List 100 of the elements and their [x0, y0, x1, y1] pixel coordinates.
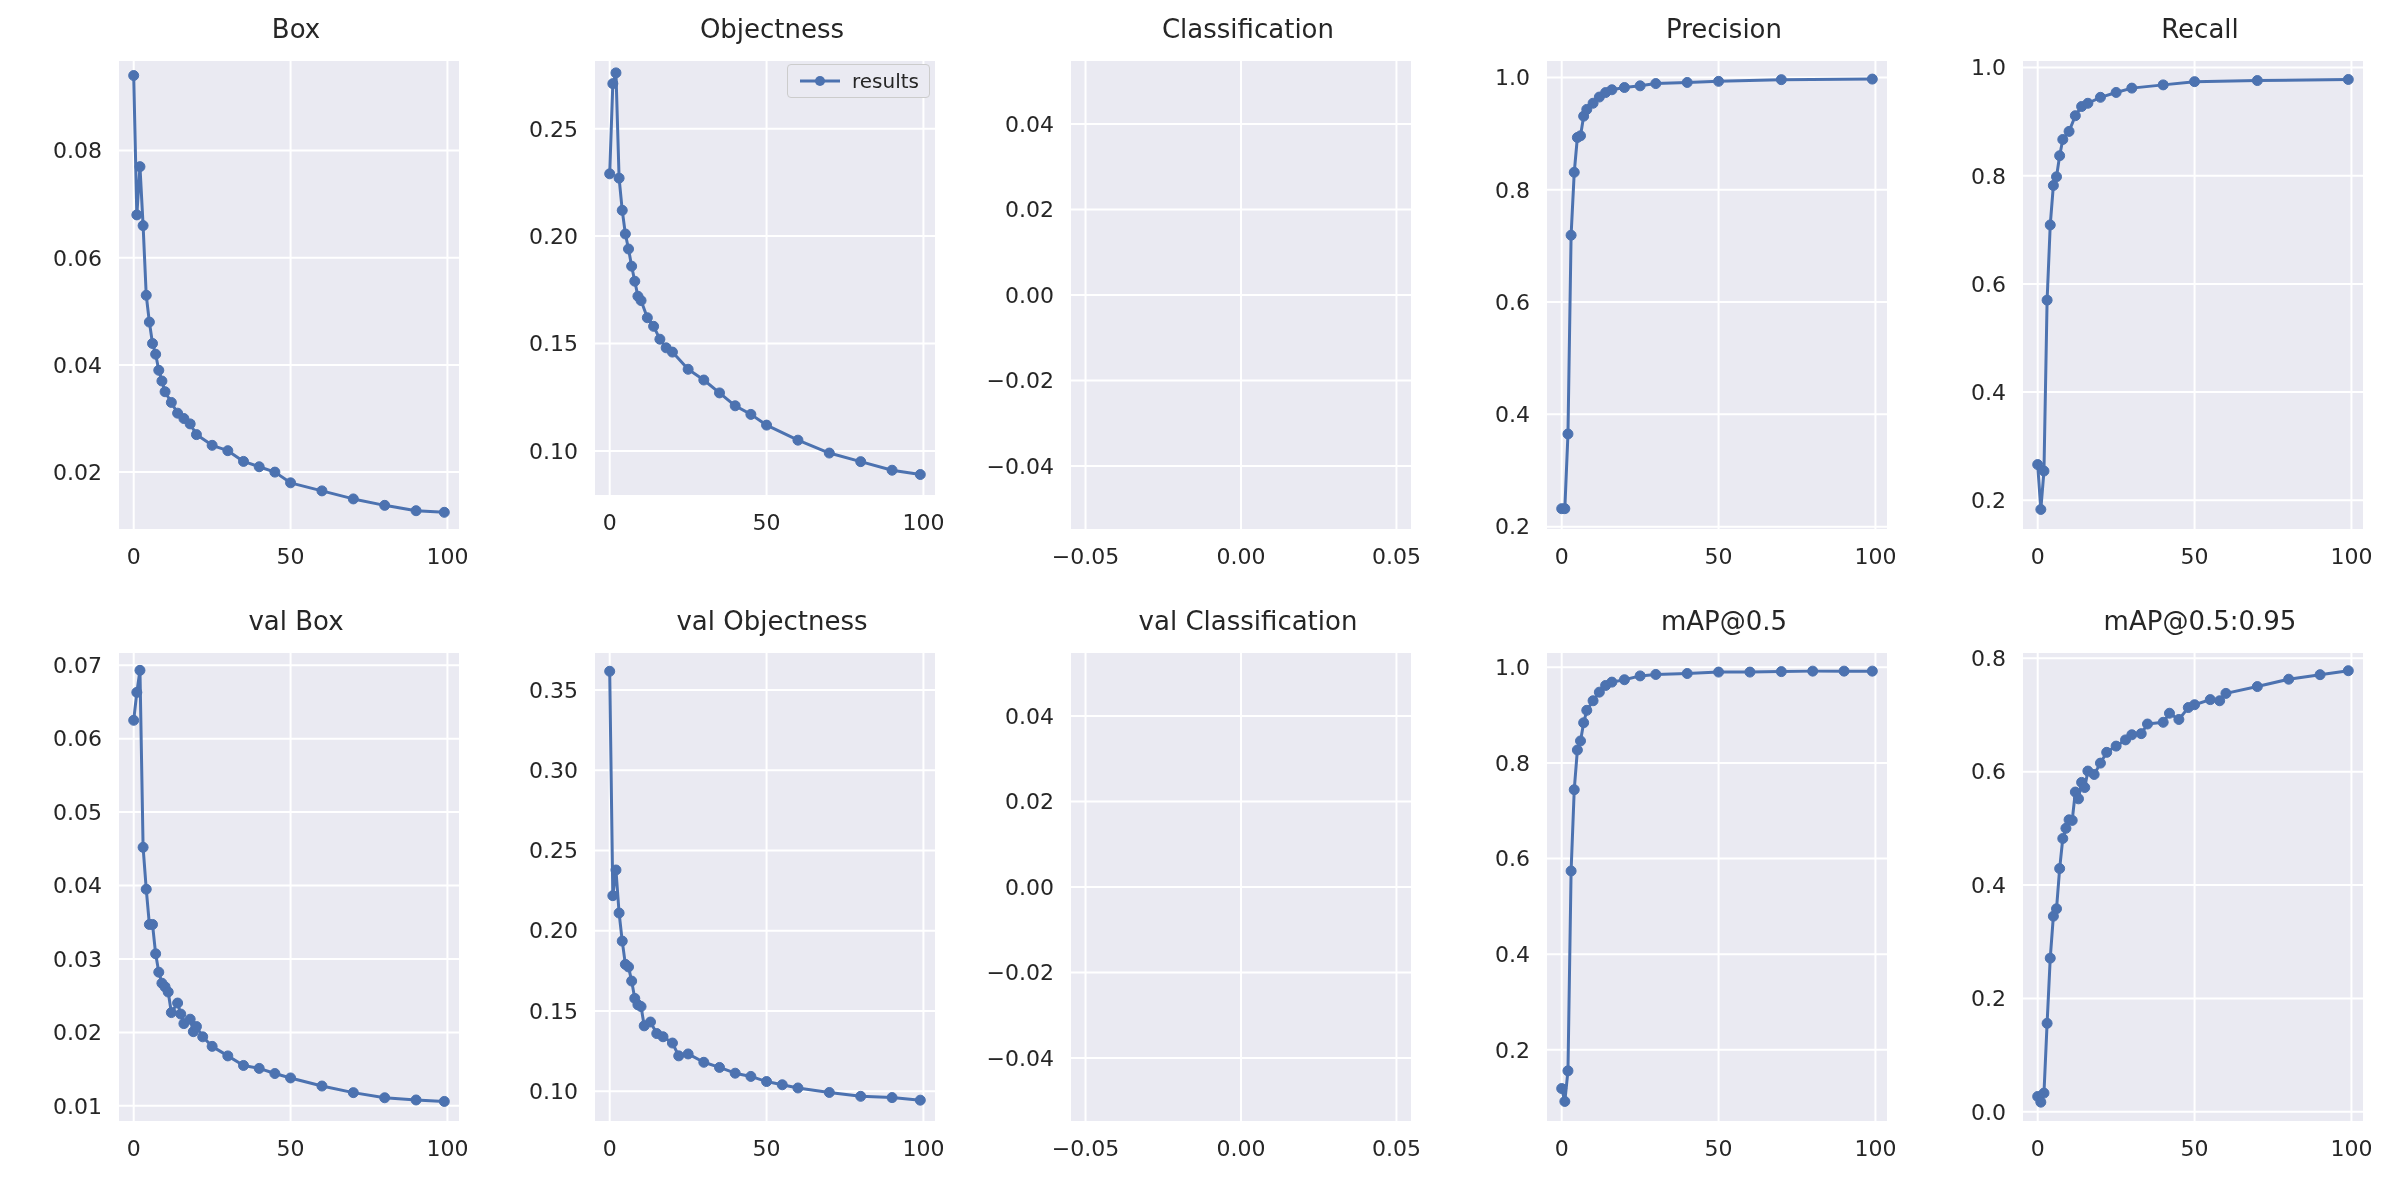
x-tick-label: 0 — [2030, 1135, 2045, 1161]
point — [2051, 171, 2063, 183]
point — [159, 386, 171, 398]
point — [613, 907, 625, 919]
chart-title: Precision — [1665, 13, 1783, 46]
x-tick-label: 50 — [276, 543, 305, 569]
point — [2069, 110, 2081, 122]
point — [623, 961, 635, 973]
point — [2038, 1087, 2050, 1099]
point — [162, 986, 174, 998]
point — [2057, 833, 2069, 845]
point — [855, 456, 867, 468]
y-tick-label: 0.00 — [1005, 282, 1054, 308]
point — [604, 665, 616, 677]
point — [2051, 903, 2063, 915]
y-tick-label: 0.0 — [1971, 1099, 2006, 1125]
y-tick-label: 0.2 — [1495, 1037, 1530, 1063]
x-tick-label: 50 — [1704, 1135, 1733, 1161]
point — [1571, 744, 1583, 756]
y-tick-label: 0.6 — [1971, 759, 2006, 785]
point — [347, 1087, 359, 1099]
point — [1565, 865, 1577, 877]
point — [1650, 78, 1662, 90]
y-tick-label: 0.06 — [53, 726, 102, 752]
x-tick-label: 100 — [1854, 1135, 1897, 1161]
point — [886, 1092, 898, 1104]
x-tick-label: 100 — [2330, 1135, 2373, 1161]
point — [2314, 669, 2326, 681]
point — [2142, 718, 2154, 730]
point — [610, 864, 622, 876]
point — [1568, 784, 1580, 796]
point — [134, 161, 146, 173]
y-tick-label: 0.04 — [53, 352, 102, 378]
x-tick-label: 0 — [602, 509, 617, 535]
point — [1562, 1065, 1574, 1077]
y-tick-label: 0.05 — [53, 799, 102, 825]
point — [2189, 76, 2201, 88]
y-tick-label: 0.8 — [1495, 750, 1530, 776]
x-tick-label: 0 — [1554, 1135, 1569, 1161]
point — [2110, 740, 2122, 752]
x-tick-label: 50 — [2180, 1135, 2209, 1161]
y-tick-label: 0.01 — [53, 1093, 102, 1119]
point — [2072, 793, 2084, 805]
point — [698, 374, 710, 386]
point — [2094, 757, 2106, 769]
point — [2082, 97, 2094, 109]
point — [206, 439, 218, 451]
point — [635, 295, 647, 307]
point — [673, 1050, 685, 1062]
point — [143, 316, 155, 328]
point — [165, 1007, 177, 1019]
point — [2163, 707, 2175, 719]
point — [238, 1059, 250, 1071]
chart-title: Box — [270, 13, 322, 46]
point — [2126, 82, 2138, 94]
point — [184, 1013, 196, 1025]
point — [140, 883, 152, 895]
y-tick-label: 0.2 — [1971, 488, 2006, 514]
point — [1581, 704, 1593, 716]
y-tick-label: 0.04 — [1005, 111, 1054, 137]
point — [1562, 428, 1574, 440]
x-tick-label: 100 — [1854, 543, 1897, 569]
point — [2060, 822, 2072, 834]
point — [1866, 73, 1878, 85]
x-tick-label: 50 — [276, 1135, 305, 1161]
point — [626, 260, 638, 272]
y-tick-label: 1.0 — [1495, 655, 1530, 681]
point — [855, 1090, 867, 1102]
point — [698, 1056, 710, 1068]
point — [2057, 134, 2069, 146]
point — [2157, 79, 2169, 91]
x-tick-label: 0 — [2030, 543, 2045, 569]
y-tick-label: 0.25 — [529, 116, 578, 142]
point — [2214, 695, 2226, 707]
point — [1593, 686, 1605, 698]
x-tick-label: 100 — [902, 1135, 945, 1161]
point — [150, 348, 162, 360]
y-tick-label: 0.15 — [529, 998, 578, 1024]
x-tick-label: −0.05 — [1051, 543, 1120, 569]
y-tick-label: 0.02 — [1005, 197, 1054, 223]
point — [2126, 729, 2138, 741]
point — [1565, 229, 1577, 241]
point — [131, 209, 143, 221]
point — [379, 499, 391, 511]
y-tick-label: 0.25 — [529, 838, 578, 864]
x-tick-label: 100 — [426, 543, 469, 569]
x-tick-label: 50 — [2180, 543, 2209, 569]
point — [823, 1086, 835, 1098]
y-tick-label: 0.06 — [53, 245, 102, 271]
y-tick-label: 0.04 — [53, 873, 102, 899]
point — [175, 1008, 187, 1020]
point — [379, 1092, 391, 1104]
point — [2032, 459, 2044, 471]
point — [2035, 503, 2047, 515]
y-tick-label: 0.08 — [53, 138, 102, 164]
point — [153, 966, 165, 978]
point — [626, 975, 638, 987]
x-tick-label: 100 — [902, 509, 945, 535]
y-tick-label: 0.6 — [1971, 271, 2006, 297]
point — [2094, 91, 2106, 103]
